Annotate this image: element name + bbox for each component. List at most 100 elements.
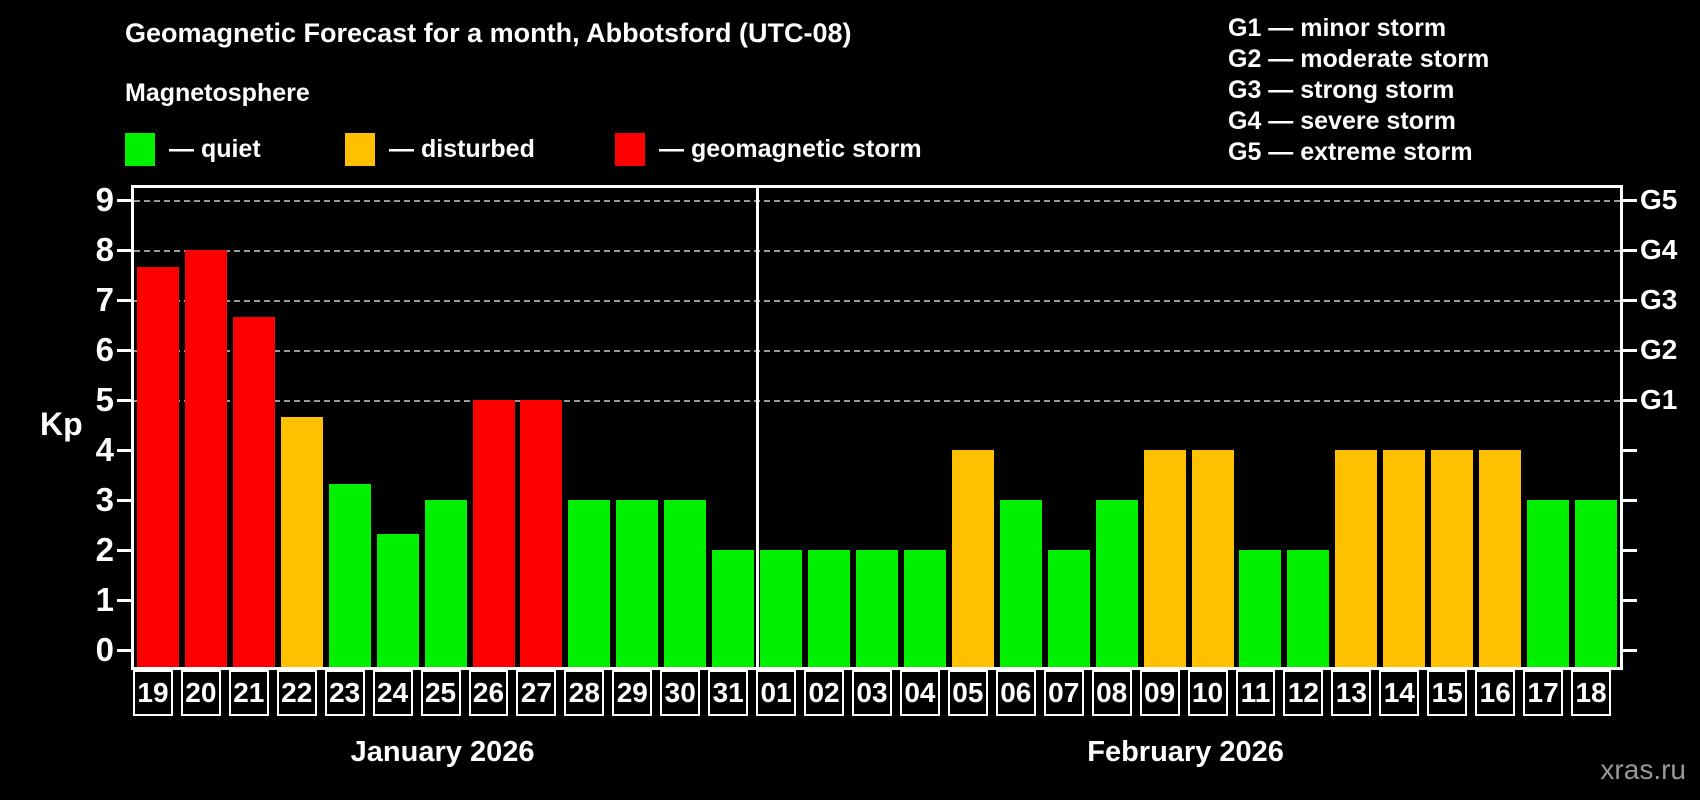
kp-bar-day-27	[520, 400, 563, 667]
day-label-09: 09	[1139, 670, 1180, 716]
kp-bar-day-29	[616, 500, 659, 667]
y-tick-left-5	[117, 399, 131, 402]
y-tick-left-4	[117, 449, 131, 452]
day-label-02: 02	[804, 670, 845, 716]
day-label-23: 23	[324, 670, 365, 716]
day-label-30: 30	[660, 670, 701, 716]
month-separator	[755, 188, 759, 667]
kp-bar-day-03	[856, 550, 898, 667]
kp-bar-day-28	[568, 500, 611, 667]
kp-bar-day-05	[951, 450, 994, 667]
y-tick-left-2	[117, 549, 131, 552]
kp-bar-day-23	[328, 483, 371, 667]
legend-label-quiet: — quiet	[169, 134, 261, 163]
right-axis-label-g5: G5	[1640, 184, 1678, 215]
y-tick-right-6	[1623, 349, 1637, 352]
right-axis-label-g1: G1	[1640, 384, 1678, 415]
kp-bar-day-02	[808, 550, 851, 667]
kp-bar-day-16	[1479, 450, 1522, 667]
kp-bar-day-18	[1575, 500, 1618, 667]
kp-bar-day-15	[1431, 450, 1474, 667]
magnetosphere-label: Magnetosphere	[125, 79, 310, 107]
y-tick-label-7: 7	[95, 281, 114, 318]
y-tick-left-7	[117, 299, 131, 302]
y-tick-right-8	[1623, 249, 1637, 252]
month-label-1: February 2026	[1087, 736, 1284, 768]
x-axis-day-labels: 19 20 21 22 23 24 25 26 27 28 29 30 31 01 02 03 04 05 06 07…	[131, 670, 1623, 718]
day-label-19: 19	[133, 670, 173, 716]
quiet-color-swatch	[125, 132, 155, 166]
legend-item-storm: — geomagnetic storm	[615, 132, 922, 166]
kp-bar-day-30	[664, 500, 707, 667]
day-label-07: 07	[1043, 670, 1084, 716]
y-tick-left-6	[117, 349, 131, 352]
legend-label-disturbed: — disturbed	[389, 134, 535, 163]
kp-bar-day-06	[999, 500, 1042, 667]
kp-bar-day-07	[1047, 550, 1090, 667]
kp-bar-day-19	[136, 266, 179, 667]
kp-bar-day-13	[1335, 450, 1378, 667]
y-tick-label-5: 5	[95, 381, 114, 418]
day-label-14: 14	[1379, 670, 1420, 716]
y-tick-label-8: 8	[95, 231, 114, 268]
day-label-16: 16	[1475, 670, 1516, 716]
day-label-13: 13	[1331, 670, 1372, 716]
watermark: xras.ru	[1600, 754, 1686, 785]
day-label-06: 06	[995, 670, 1036, 716]
day-label-21: 21	[228, 670, 269, 716]
day-label-31: 31	[708, 670, 749, 716]
g-scale-legend: G1 — minor storm G2 — moderate storm G3 …	[1228, 13, 1489, 168]
y-tick-left-8	[117, 249, 131, 252]
y-tick-right-3	[1623, 499, 1637, 502]
y-tick-right-2	[1623, 549, 1637, 552]
kp-bar-day-01	[760, 550, 803, 667]
y-tick-label-9: 9	[95, 181, 114, 218]
kp-bar-day-10	[1191, 450, 1234, 667]
y-tick-left-0	[117, 649, 131, 652]
day-label-18: 18	[1571, 670, 1611, 716]
right-axis-label-g3: G3	[1640, 284, 1678, 315]
kp-bar-day-20	[184, 250, 227, 667]
day-label-01: 01	[756, 670, 797, 716]
kp-bar-day-14	[1383, 450, 1426, 667]
y-tick-left-1	[117, 599, 131, 602]
day-label-25: 25	[420, 670, 461, 716]
kp-bar-day-25	[424, 500, 467, 667]
y-tick-label-0: 0	[95, 631, 114, 668]
disturbed-color-swatch	[345, 132, 375, 166]
kp-bar-day-08	[1095, 500, 1138, 667]
gridline-kp-5	[134, 400, 1620, 402]
day-label-04: 04	[899, 670, 940, 716]
kp-bar-day-24	[376, 533, 419, 667]
right-axis-label-g2: G2	[1640, 334, 1678, 365]
kp-bar-day-22	[280, 416, 323, 667]
kp-bar-day-17	[1527, 500, 1570, 667]
kp-bar-day-26	[472, 400, 515, 667]
y-tick-left-3	[117, 499, 131, 502]
y-tick-right-9	[1623, 199, 1637, 202]
day-label-22: 22	[276, 670, 317, 716]
y-tick-label-3: 3	[95, 481, 114, 518]
day-label-27: 27	[516, 670, 557, 716]
day-label-29: 29	[612, 670, 653, 716]
kp-bar-day-11	[1239, 550, 1282, 667]
kp-bar-day-12	[1287, 550, 1330, 667]
y-tick-left-9	[117, 199, 131, 202]
g-legend-line-g5: G5 — extreme storm	[1228, 138, 1473, 166]
kp-bar-day-04	[903, 550, 946, 667]
day-label-26: 26	[468, 670, 509, 716]
day-label-11: 11	[1235, 670, 1276, 716]
legend-label-storm: — geomagnetic storm	[659, 134, 922, 163]
y-tick-right-4	[1623, 449, 1637, 452]
y-tick-right-1	[1623, 599, 1637, 602]
day-label-12: 12	[1283, 670, 1324, 716]
day-label-17: 17	[1523, 670, 1564, 716]
kp-bar-day-09	[1143, 450, 1186, 667]
right-axis-label-g4: G4	[1640, 234, 1678, 265]
y-tick-right-0	[1623, 649, 1637, 652]
day-label-08: 08	[1091, 670, 1132, 716]
legend-item-disturbed: — disturbed	[345, 132, 535, 166]
g-legend-line-g1: G1 — minor storm	[1228, 14, 1447, 42]
storm-color-swatch	[615, 132, 645, 166]
